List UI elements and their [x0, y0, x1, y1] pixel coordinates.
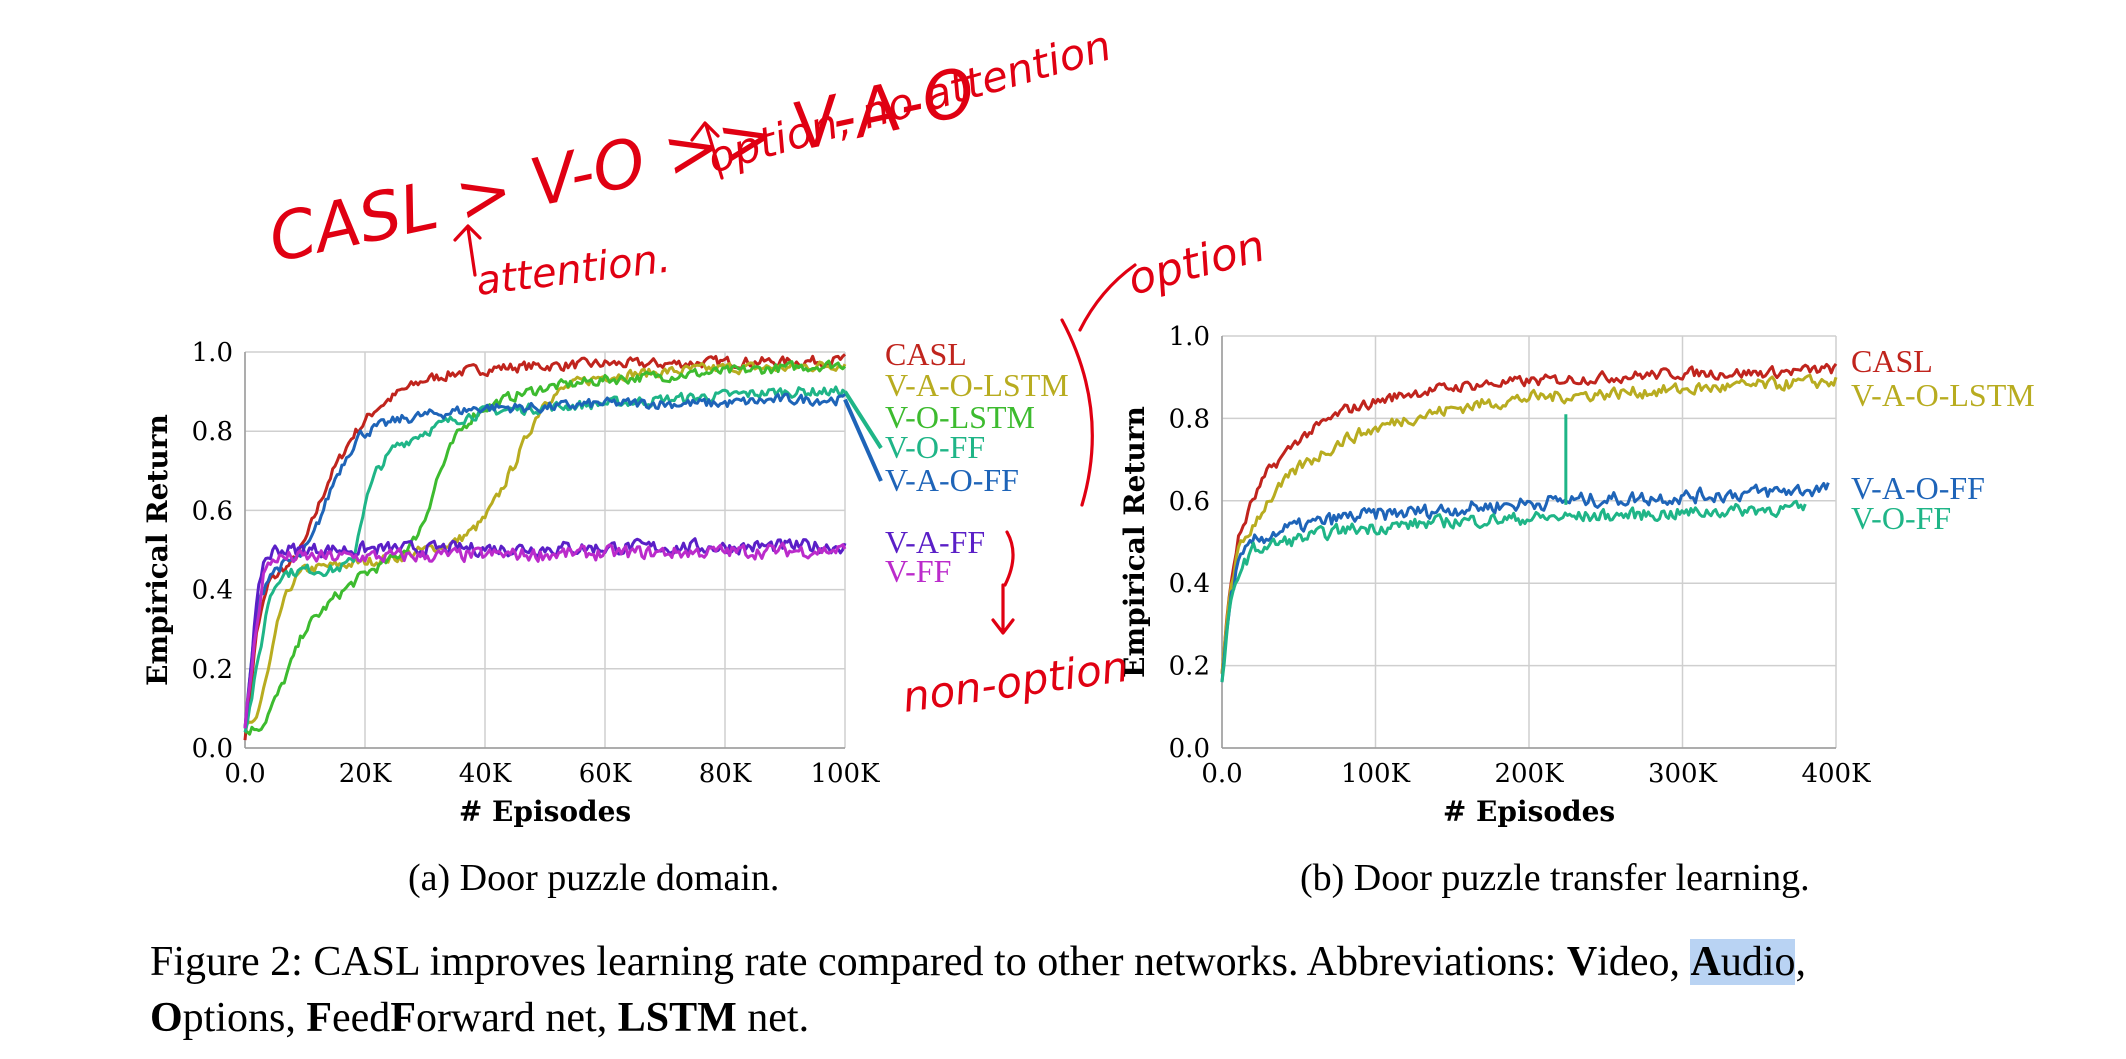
x-axis-label: # Episodes	[1443, 795, 1615, 828]
y-tick-label: 0.6	[192, 496, 233, 526]
series-line-casl	[243, 353, 847, 741]
series-line-v-a-o-lstm	[243, 360, 847, 729]
annotation-option: option	[1123, 220, 1271, 305]
option-arrow-icon	[690, 121, 724, 180]
x-tick-label: 80K	[699, 759, 752, 789]
subcaption-a: (a) Door puzzle domain.	[408, 857, 780, 899]
legend-label-casl: CASL	[1851, 343, 1933, 379]
x-tick-label: 40K	[459, 759, 512, 789]
legend-label-v-a-o-lstm: V-A-O-LSTM	[885, 367, 1069, 403]
legend-label-casl: CASL	[885, 336, 967, 372]
annotation-attention: attention.	[474, 235, 673, 304]
subcaption-b: (b) Door puzzle transfer learning.	[1300, 857, 1810, 899]
x-tick-label: 400K	[1801, 759, 1871, 789]
y-tick-label: 0.2	[192, 655, 233, 685]
caption-term: ,	[1795, 939, 1806, 985]
y-tick-label: 1.0	[192, 338, 233, 368]
y-tick-label: 1.0	[1169, 322, 1210, 352]
caption-term: Options,	[150, 995, 307, 1041]
annotation-non-option: non-option	[900, 642, 1132, 722]
legend-leader-line	[843, 390, 883, 450]
y-tick-label: 0.0	[192, 734, 233, 764]
caption-term: LSTM net.	[617, 995, 810, 1041]
chart-door-puzzle-domain: 0.0 0.2 0.4 0.6 0.8 1.0 0.0 20K 40K 60K 80K 100K # E…	[141, 336, 1069, 828]
y-axis-label: Empirical Return	[1118, 406, 1151, 678]
x-tick-label: 100K	[1341, 759, 1411, 789]
y-tick-label: 0.4	[192, 576, 233, 606]
y-tick-label: 0.2	[1169, 652, 1210, 682]
x-tick-label: 200K	[1494, 759, 1564, 789]
series-line-v-ff	[243, 541, 847, 729]
figure-caption: Figure 2: CASL improves learning rate co…	[150, 939, 1806, 1041]
series-line-v-a-o-lstm	[1220, 373, 1838, 674]
series-line-v-a-ff	[243, 537, 847, 729]
x-tick-label: 100K	[810, 759, 880, 789]
x-tick-label: 0.0	[1201, 759, 1242, 789]
option-connector-icon	[1078, 263, 1137, 332]
y-tick-label: 0.8	[192, 417, 233, 447]
caption-term: Forward net,	[390, 995, 618, 1041]
x-tick-label: 60K	[579, 759, 632, 789]
series-line-v-o-ff	[1220, 499, 1807, 683]
legend-leader-line	[843, 398, 883, 482]
non-option-arrow-icon	[991, 583, 1015, 635]
legend-label-v-ff: V-FF	[885, 553, 951, 589]
series-line-casl	[1220, 362, 1838, 674]
non-option-bracket-icon	[1003, 530, 1015, 587]
legend-label-v-a-o-ff: V-A-O-FF	[885, 462, 1019, 498]
legend-label-v-o-lstm: V-O-LSTM	[885, 399, 1035, 435]
legend-label-v-a-ff: V-A-FF	[885, 524, 985, 560]
option-bracket-icon	[1060, 318, 1094, 507]
y-tick-label: 0.4	[1169, 569, 1210, 599]
y-tick-label: 0.0	[1169, 734, 1210, 764]
y-axis-label: Empirical Return	[141, 414, 174, 686]
x-tick-label: 20K	[339, 759, 392, 789]
y-tick-label: 0.6	[1169, 487, 1210, 517]
caption-term: Video,	[1566, 939, 1691, 985]
legend-label-v-o-ff: V-O-FF	[885, 429, 985, 465]
x-tick-label: 0.0	[224, 759, 265, 789]
x-axis-label: # Episodes	[459, 795, 631, 828]
attention-arrow-icon	[453, 224, 482, 277]
y-tick-label: 0.8	[1169, 404, 1210, 434]
caption-term: Audio	[1690, 939, 1796, 985]
series-line-v-a-o-ff	[243, 392, 846, 729]
chart-door-puzzle-transfer: 0.0 0.2 0.4 0.6 0.8 1.0 0.0 100K 200K 300K 400K # E…	[1118, 322, 2035, 828]
x-tick-label: 300K	[1648, 759, 1718, 789]
legend-label-v-o-ff: V-O-FF	[1851, 500, 1951, 536]
series-line-v-o-lstm	[244, 359, 847, 736]
series-line-v-a-o-ff	[1220, 482, 1830, 683]
legend-label-v-a-o-ff: V-A-O-FF	[1851, 470, 1985, 506]
legend-label-v-a-o-lstm: V-A-O-LSTM	[1851, 377, 2035, 413]
caption-term: Feed	[306, 995, 391, 1041]
